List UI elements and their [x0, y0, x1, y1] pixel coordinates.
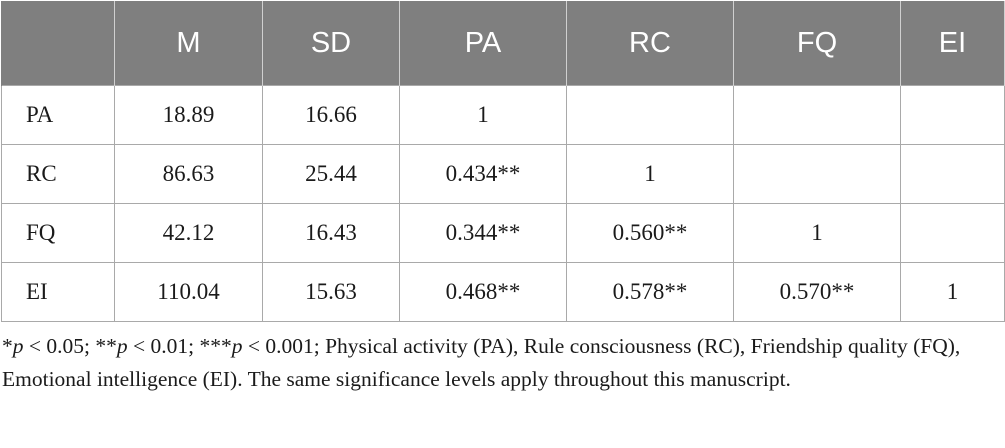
table-footnote: *p < 0.05; **p < 0.01; ***p < 0.001; Phy… [2, 330, 992, 395]
row-label: EI [1, 262, 115, 322]
table-cell: 42.12 [114, 203, 263, 263]
table-cell: 1 [399, 85, 567, 145]
header-cell-empty [1, 1, 115, 86]
table-row: EI 110.04 15.63 0.468** 0.578** 0.570** … [1, 262, 1005, 322]
correlation-table: M SD PA RC FQ EI PA 18.89 16.66 1 RC 86.… [1, 1, 1005, 322]
table-cell: 1 [900, 262, 1005, 322]
table-cell: 0.344** [399, 203, 567, 263]
header-cell-mean: M [114, 1, 263, 86]
p-variable: p [116, 334, 128, 358]
sig-mark: ** [95, 334, 117, 358]
table-cell [900, 85, 1005, 145]
header-cell-rc: RC [566, 1, 734, 86]
sig-threshold: < 0.05; [23, 334, 96, 358]
table-cell: 16.66 [262, 85, 400, 145]
table-cell: 1 [566, 144, 734, 204]
header-cell-ei: EI [900, 1, 1005, 86]
table-cell [900, 144, 1005, 204]
table-cell: 15.63 [262, 262, 400, 322]
table-row: RC 86.63 25.44 0.434** 1 [1, 144, 1005, 204]
table-cell: 18.89 [114, 85, 263, 145]
table-cell: 110.04 [114, 262, 263, 322]
table-cell [733, 85, 901, 145]
header-cell-pa: PA [399, 1, 567, 86]
table-cell: 25.44 [262, 144, 400, 204]
row-label: PA [1, 85, 115, 145]
header-cell-fq: FQ [733, 1, 901, 86]
sig-threshold: < 0.01; [127, 334, 200, 358]
p-variable: p [231, 334, 243, 358]
table-cell: 0.468** [399, 262, 567, 322]
table-header-row: M SD PA RC FQ EI [1, 1, 1005, 86]
table-row: FQ 42.12 16.43 0.344** 0.560** 1 [1, 203, 1005, 263]
sig-mark: *** [199, 334, 232, 358]
table-cell: 1 [733, 203, 901, 263]
sig-threshold: < 0.001; [242, 334, 326, 358]
header-cell-sd: SD [262, 1, 400, 86]
table-cell [900, 203, 1005, 263]
table-cell: 0.578** [566, 262, 734, 322]
table-cell: 0.570** [733, 262, 901, 322]
table-cell: 16.43 [262, 203, 400, 263]
table-row: PA 18.89 16.66 1 [1, 85, 1005, 145]
table-cell: 0.560** [566, 203, 734, 263]
table-cell [566, 85, 734, 145]
table-cell [733, 144, 901, 204]
p-variable: p [12, 334, 24, 358]
row-label: FQ [1, 203, 115, 263]
row-label: RC [1, 144, 115, 204]
table-cell: 0.434** [399, 144, 567, 204]
table-cell: 86.63 [114, 144, 263, 204]
sig-mark: * [2, 334, 13, 358]
footnote-text: Physical activity (PA), Rule consciousne… [2, 334, 961, 391]
